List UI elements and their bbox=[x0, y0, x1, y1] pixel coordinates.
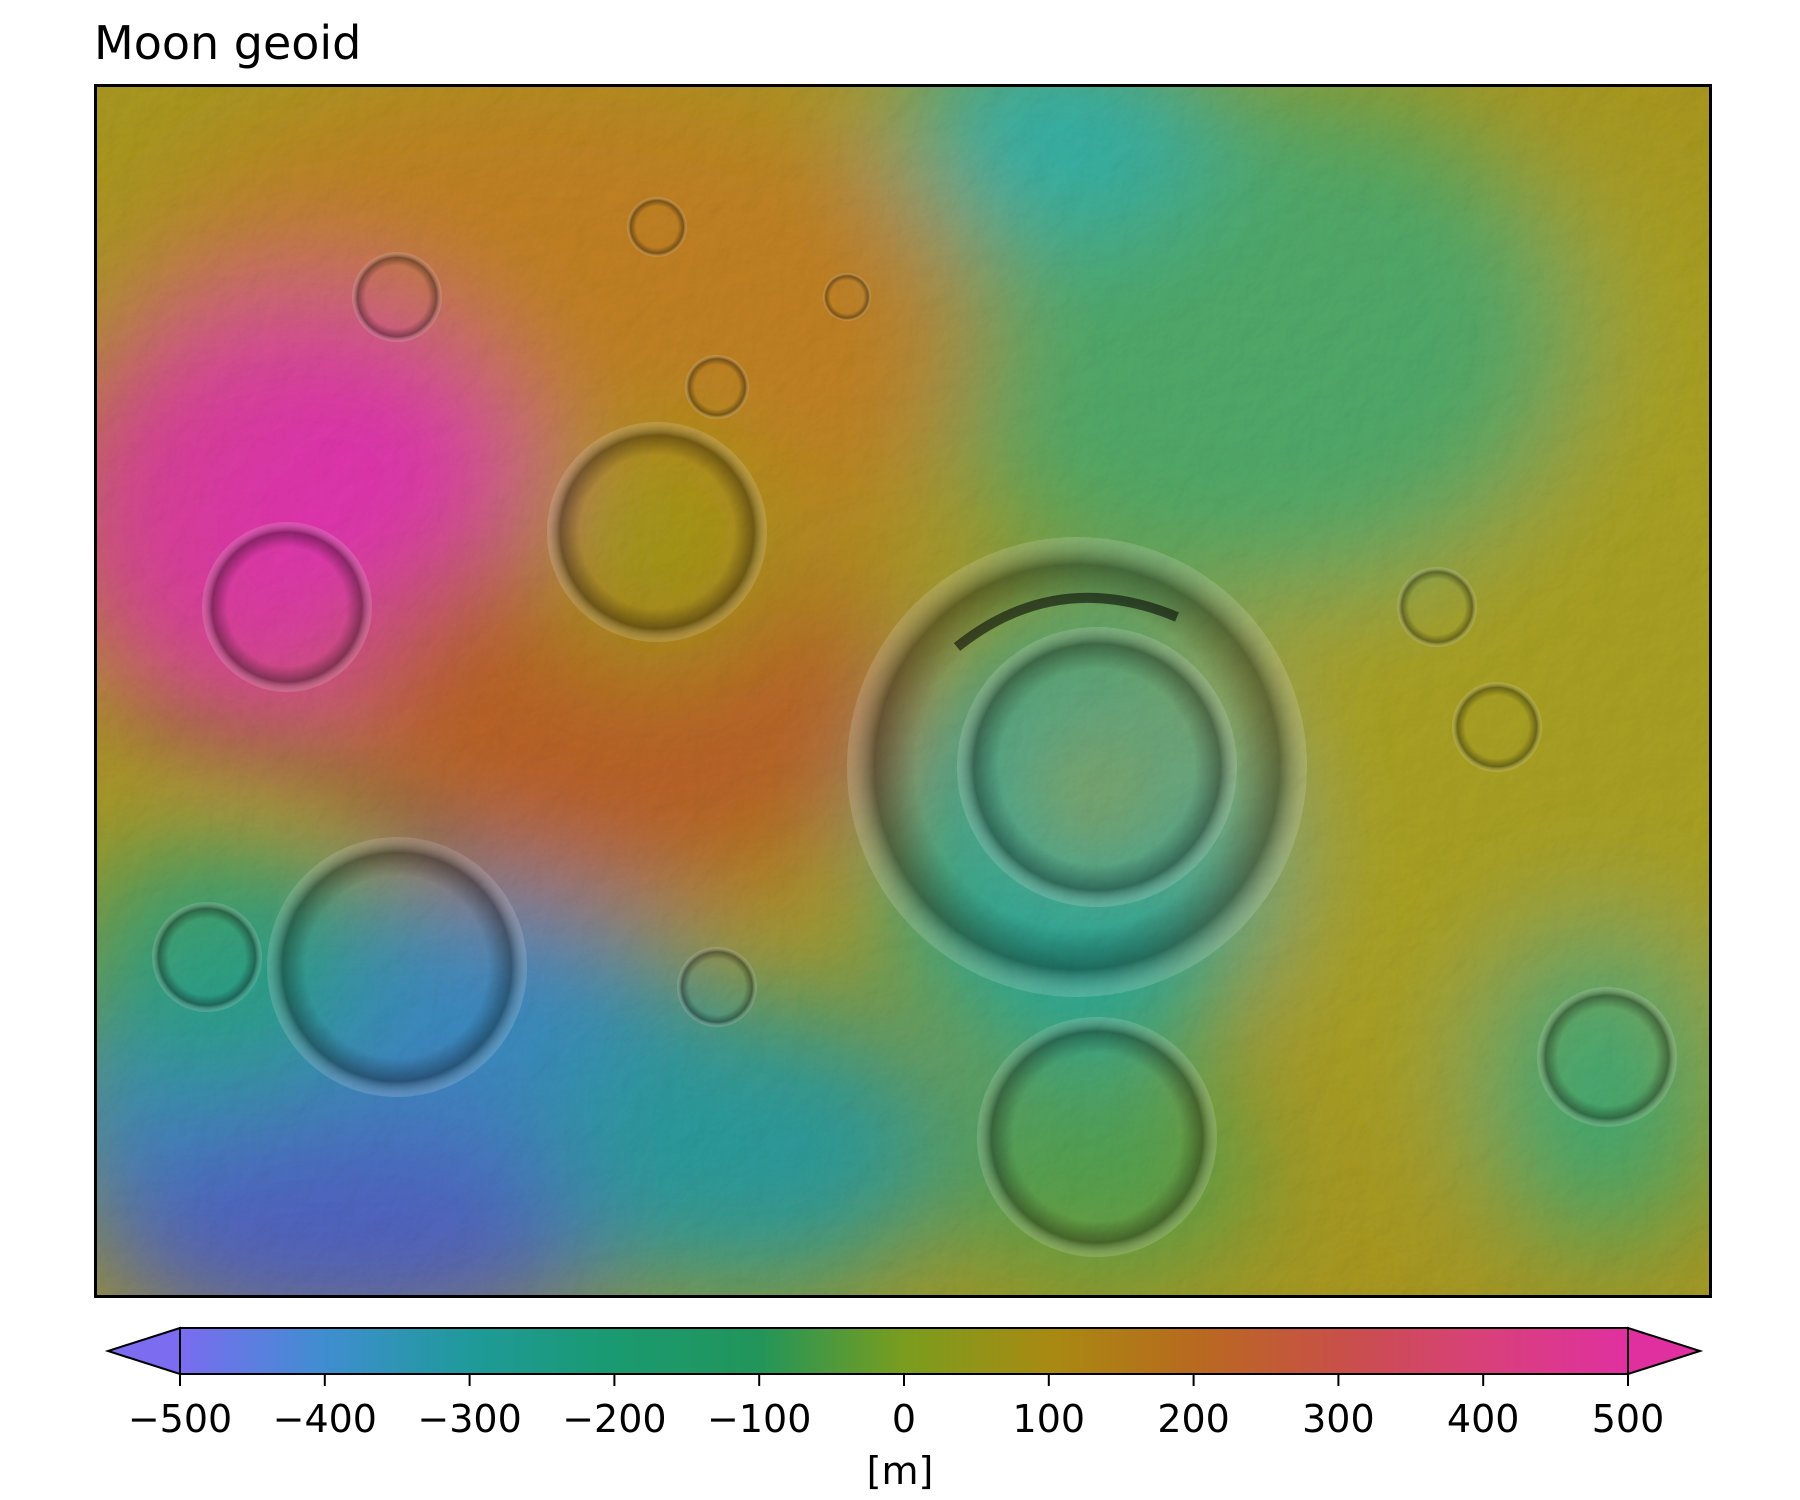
colorbar-tick-label: 200 bbox=[1157, 1397, 1230, 1441]
ridge-shadow bbox=[126, 722, 480, 862]
colorbar-tick-label: −500 bbox=[128, 1397, 232, 1441]
colorbar-ticks: −500 −400 −300 −200 −100 0 100 200 300 400 500 bbox=[128, 1374, 1664, 1441]
colorbar-tick-label: 400 bbox=[1447, 1397, 1520, 1441]
colorbar-tick-label: 500 bbox=[1592, 1397, 1665, 1441]
colorbar-tick-label: −400 bbox=[273, 1397, 377, 1441]
colorbar-tick-label: −100 bbox=[707, 1397, 811, 1441]
colorbar-tick-label: 100 bbox=[1013, 1397, 1086, 1441]
colorbar-tick-label: 300 bbox=[1302, 1397, 1375, 1441]
basin-rim-shadow bbox=[953, 592, 1179, 651]
colorbar-bar bbox=[104, 1326, 1704, 1376]
colorbar-extend-max bbox=[1627, 1326, 1704, 1376]
colorbar-extend-min bbox=[104, 1326, 181, 1376]
geoid-map bbox=[94, 84, 1712, 1298]
map-title: Moon geoid bbox=[94, 16, 362, 70]
colorbar-gradient bbox=[179, 1327, 1629, 1375]
crater-features bbox=[152, 197, 1677, 1257]
colorbar-tick-label: −200 bbox=[562, 1397, 666, 1441]
colorbar-tick-label: 0 bbox=[892, 1397, 916, 1441]
colorbar-label: [m] bbox=[866, 1449, 934, 1493]
colorbar-tick-label: −300 bbox=[417, 1397, 521, 1441]
geoid-raster bbox=[97, 87, 1709, 1295]
